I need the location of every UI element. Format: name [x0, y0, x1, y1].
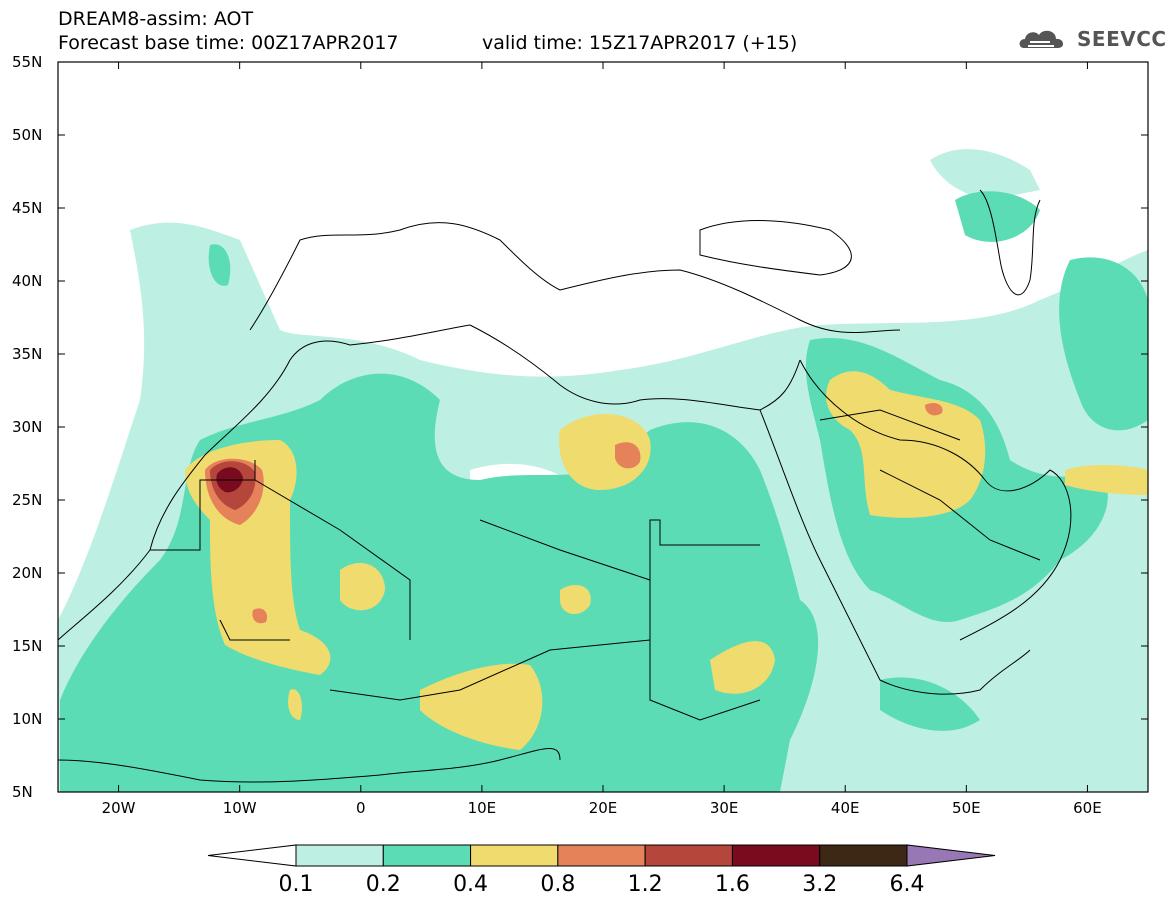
aot-0.4-region [826, 371, 986, 518]
coastline-africa-west [58, 324, 471, 641]
aot-0.4-region [1065, 465, 1148, 495]
colorbar-box [470, 844, 559, 867]
lon-label: 50E [952, 799, 981, 817]
lat-label: 50N [12, 126, 43, 144]
aot-0.2-region [208, 244, 231, 286]
forecast-base-time: Forecast base time: 00Z17APR2017 [58, 32, 399, 54]
colorbar-level-label: 1.6 [714, 872, 750, 897]
colorbar-box [295, 844, 384, 867]
colorbar-level-label: 0.8 [540, 872, 576, 897]
coastlines [58, 189, 1072, 783]
map-title: DREAM8-assim: AOT [58, 8, 254, 30]
valid-time: valid time: 15Z17APR2017 (+15) [482, 32, 798, 54]
colorbar-level-label: 3.2 [802, 872, 838, 897]
lon-label: 20E [588, 799, 618, 817]
border-middle-east [819, 409, 1041, 561]
lon-label: 60E [1073, 799, 1102, 817]
cloud-logo-icon [1019, 30, 1064, 48]
lat-label: 35N [12, 345, 43, 363]
coastline-europe [249, 222, 901, 333]
lat-label: 25N [12, 491, 43, 509]
aot-0.8-region [925, 402, 943, 416]
logo-text: SEEVCCC [1077, 27, 1165, 51]
aot-0.8-region [615, 442, 641, 469]
lat-label: 45N [12, 199, 43, 217]
aot-0.4-region [340, 562, 385, 611]
aot-0.4-region [710, 641, 775, 694]
aot-0.4-region [559, 413, 651, 490]
lon-label: 10W [222, 799, 257, 817]
lat-label: 10N [12, 710, 43, 728]
colorbar-level-label: 0.1 [278, 872, 314, 897]
coastline-arabia [799, 359, 1072, 641]
lon-label: 20W [101, 799, 136, 817]
colorbar-level-label: 0.2 [365, 872, 401, 897]
coastline-gulf-guinea [58, 747, 561, 783]
lat-label: 30N [12, 418, 43, 436]
coastline-mediterranean [469, 324, 801, 411]
colorbar-box [557, 844, 646, 867]
lat-label: 40N [12, 272, 43, 290]
coastline-red-sea [759, 409, 1031, 695]
aot-0.2-region [955, 191, 1040, 242]
aot-0.4-region [288, 689, 302, 720]
axis-ticks [58, 61, 1148, 793]
coastline-caspian [979, 189, 1041, 296]
aot-0.4-region [560, 585, 591, 615]
colorbar-level-label: 0.4 [453, 872, 489, 897]
colorbar-level-label: 6.4 [889, 872, 925, 897]
lat-label: 5N [12, 783, 33, 801]
lon-label: 40E [830, 799, 860, 817]
lon-label: 30E [709, 799, 739, 817]
aot-0.1-region [930, 149, 1040, 200]
lon-label: 10E [467, 799, 497, 817]
aot-0.4-region [420, 663, 543, 750]
aot-0.2-region [1059, 257, 1148, 431]
aot-0.8-region [252, 608, 268, 624]
lon-label: 0 [355, 799, 366, 817]
lat-label: 55N [12, 53, 43, 71]
colorbar-box [731, 844, 821, 867]
colorbar-level-label: 1.2 [627, 872, 663, 897]
lat-label: 20N [12, 564, 43, 582]
border-maghreb [150, 460, 256, 551]
aot-0.2-region [880, 677, 980, 731]
colorbar-upper-extension [906, 844, 996, 867]
coastline-black-sea [699, 220, 852, 276]
lat-label: 15N [12, 637, 43, 655]
colorbar-box [819, 844, 908, 867]
border-libya [479, 519, 760, 581]
colorbar [207, 844, 996, 867]
border-central-africa [649, 580, 761, 721]
border-sahel [219, 619, 651, 701]
colorbar-lower-extension [207, 844, 297, 867]
border-sahara [254, 479, 411, 640]
colorbar-box [382, 844, 472, 867]
colorbar-box [644, 844, 733, 867]
aot-field [58, 62, 1148, 792]
